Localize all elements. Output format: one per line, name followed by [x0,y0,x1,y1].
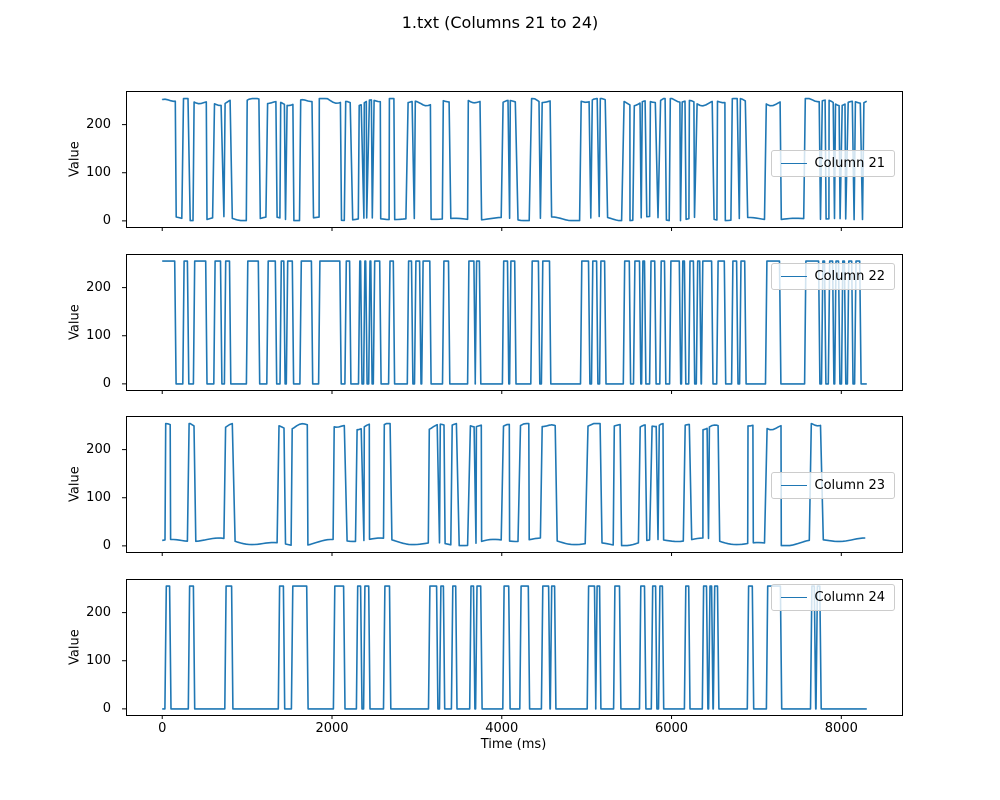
legend-label: Column 22 [814,269,885,284]
y-tick-label: 100 [86,652,111,668]
legend-label: Column 24 [814,590,885,605]
y-axis-label: Value [67,629,83,666]
y-tick-label: 100 [86,164,111,180]
y-tick-label: 200 [86,279,111,295]
x-tick-label: 6000 [654,721,689,736]
legend-label: Column 21 [814,156,885,171]
x-tick-label: 4000 [485,721,519,736]
subplot-column-22: Value Column 22 0 100 200 [68,254,903,394]
y-axis-label: Value [67,141,83,178]
legend: Column 22 [770,263,895,290]
y-tick-label: 200 [86,116,111,132]
legend: Column 21 [770,150,895,177]
line-plot-column-21 [122,97,868,231]
y-axis-label: Value [67,466,83,503]
legend: Column 23 [770,472,895,499]
y-tick-label: 0 [102,700,111,716]
figure-title: 1.txt (Columns 21 to 24) [401,13,599,32]
legend-line-icon [780,597,807,598]
legend-line-icon [780,485,807,486]
line-plot-column-23 [122,422,866,556]
subplot-column-21: Value Column 21 0 100 200 [68,91,903,231]
y-tick-label: 0 [102,212,111,228]
y-axis-label: Value [67,304,83,341]
series-line [162,422,866,547]
subplot-column-24: Value Column 24 0 100 200 0 2000 4000 6000 8000 [68,579,903,736]
subplot-column-23: Value Column 23 0 100 200 [68,416,903,556]
line-plot-column-22 [122,260,867,394]
x-tick-label: 0 [158,721,167,736]
y-tick-label: 0 [102,375,111,391]
line-plot-column-24 [122,585,867,719]
series-line [161,97,868,222]
y-tick-label: 100 [86,327,111,343]
legend-line-icon [780,276,807,277]
legend-line-icon [780,163,807,164]
x-axis-label: Time (ms) [480,737,547,752]
y-tick-label: 200 [86,441,111,457]
y-tick-label: 0 [102,537,111,553]
legend-label: Column 23 [814,478,885,493]
y-tick-label: 200 [86,604,111,620]
legend: Column 24 [770,584,895,611]
x-tick-label: 2000 [315,721,349,736]
series-line [162,585,867,710]
series-line [162,260,867,385]
y-tick-label: 100 [86,489,111,505]
x-tick-label: 8000 [824,721,858,736]
